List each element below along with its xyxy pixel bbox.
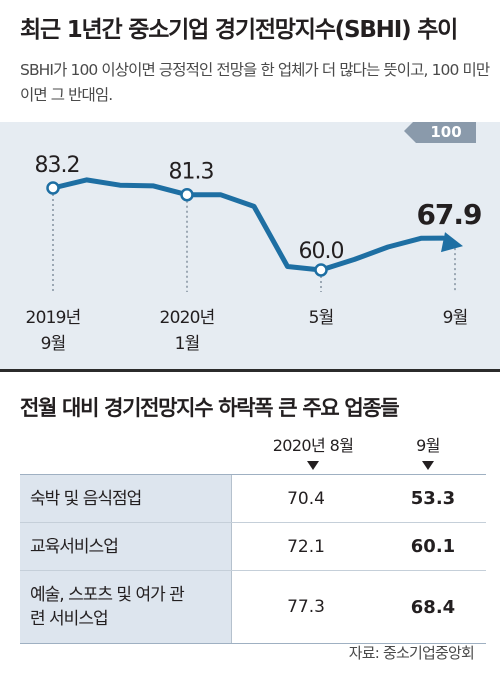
data-point-marker	[180, 187, 194, 202]
reference-label: 100	[430, 123, 461, 141]
data-label: 60.0	[299, 239, 344, 264]
sep-value: 53.3	[410, 488, 456, 509]
reference-tag	[404, 122, 476, 143]
line-chart-panel: 100 83.2 81.3 60.0 67.9 2019년 9월 2020년 1월 5월 9월	[0, 122, 500, 370]
x-tick-label: 1월	[175, 334, 200, 354]
table-row: 교육서비스업 72.1 60.1	[20, 522, 486, 570]
table-title: 전월 대비 경기전망지수 하락폭 큰 주요 업종들	[20, 396, 400, 420]
col-header-sep: 9월	[416, 436, 440, 455]
data-point-marker	[46, 181, 60, 195]
data-label: 81.3	[169, 160, 214, 185]
table-row: 예술, 스포츠 및 여가 관련 서비스업 77.3 68.4	[20, 570, 486, 643]
x-tick-label: 5월	[309, 308, 334, 328]
data-label: 83.2	[35, 153, 80, 178]
series-line	[50, 177, 446, 273]
sep-value: 68.4	[410, 596, 456, 618]
industry-table: 숙박 및 음식점업 70.4 53.3 교육서비스업 72.1 60.1 예술,…	[20, 474, 486, 644]
industry-label: 교육서비스업	[20, 523, 232, 570]
aug-value: 70.4	[287, 488, 325, 509]
down-arrow-icon	[307, 461, 319, 470]
x-tick-label: 9월	[443, 308, 468, 328]
line-chart: 100 83.2 81.3 60.0 67.9 2019년 9월 2020년 1월 5월 9월	[26, 122, 483, 354]
industry-label: 숙박 및 음식점업	[20, 475, 232, 522]
chart-title: 최근 1년간 중소기업 경기전망지수(SBHI) 추이	[20, 17, 458, 43]
col-header-aug: 2020년 8월	[272, 436, 354, 455]
table-row: 숙박 및 음식점업 70.4 53.3	[20, 475, 486, 522]
x-tick-label: 2020년	[160, 308, 215, 328]
source-note: 자료: 중소기업중앙회	[348, 644, 475, 662]
down-arrow-icon	[422, 461, 434, 470]
aug-value: 72.1	[287, 536, 325, 557]
data-point-marker	[314, 263, 328, 277]
series-arrowhead	[441, 232, 463, 253]
industry-label: 예술, 스포츠 및 여가 관련 서비스업	[20, 571, 232, 643]
data-label: 67.9	[416, 198, 481, 231]
chart-subtitle: SBHI가 100 이상이면 긍정적인 전망을 한 업체가 더 많다는 뜻이고,…	[20, 61, 490, 104]
sep-value: 60.1	[410, 536, 456, 557]
x-tick-label: 9월	[41, 334, 66, 354]
aug-value: 77.3	[287, 597, 325, 617]
section-divider	[0, 369, 500, 372]
x-tick-label: 2019년	[26, 308, 81, 328]
header: 최근 1년간 중소기업 경기전망지수(SBHI) 추이 SBHI가 100 이상…	[0, 0, 500, 120]
